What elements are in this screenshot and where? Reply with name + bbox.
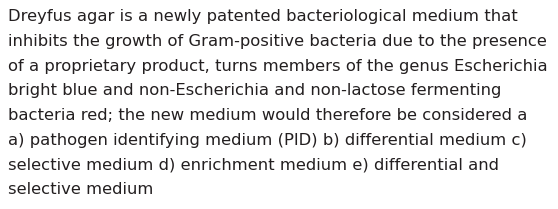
Text: of a proprietary product, turns members of the genus Escherichia: of a proprietary product, turns members … (8, 59, 548, 74)
Text: selective medium d) enrichment medium e) differential and: selective medium d) enrichment medium e)… (8, 157, 499, 172)
Text: bacteria red; the new medium would therefore be considered a: bacteria red; the new medium would there… (8, 108, 528, 123)
Text: Dreyfus agar is a newly patented bacteriological medium that: Dreyfus agar is a newly patented bacteri… (8, 9, 518, 24)
Text: bright blue and non-Escherichia and non-lactose fermenting: bright blue and non-Escherichia and non-… (8, 83, 502, 98)
Text: selective medium: selective medium (8, 182, 154, 197)
Text: inhibits the growth of Gram-positive bacteria due to the presence: inhibits the growth of Gram-positive bac… (8, 34, 547, 49)
Text: a) pathogen identifying medium (PID) b) differential medium c): a) pathogen identifying medium (PID) b) … (8, 133, 527, 148)
